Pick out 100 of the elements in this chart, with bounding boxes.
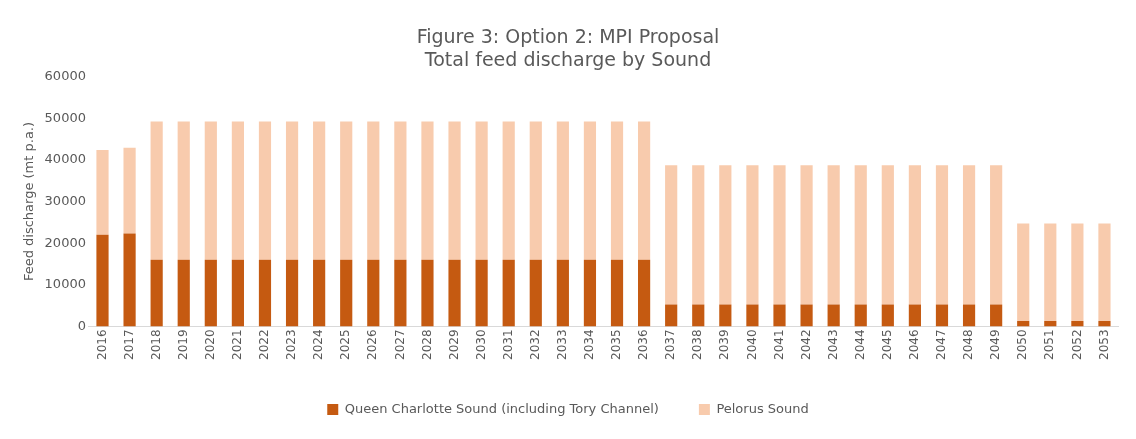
bar <box>475 121 488 260</box>
bar <box>1098 321 1111 327</box>
bar <box>719 165 732 305</box>
y-axis-title: Feed discharge (mt p.a.) <box>21 121 37 282</box>
x-tick-label: 2050 <box>1015 329 1030 361</box>
legend-label: Queen Charlotte Sound (including Tory Channel) <box>344 400 659 416</box>
y-tick-label: 40000 <box>44 151 86 167</box>
bar <box>1071 223 1084 322</box>
bar <box>583 121 597 260</box>
bar <box>854 304 867 327</box>
x-tick-label: 2044 <box>852 329 867 361</box>
x-tick-label: 2035 <box>609 329 624 361</box>
bar <box>367 259 380 327</box>
x-tick-label: 2032 <box>527 329 542 361</box>
bar <box>502 259 515 327</box>
bar <box>881 165 894 305</box>
bar <box>881 304 894 327</box>
bar <box>258 121 272 260</box>
bar <box>990 165 1003 305</box>
bar <box>638 121 651 260</box>
bar <box>367 121 380 260</box>
x-tick-label: 2024 <box>311 329 326 361</box>
bar <box>177 121 190 260</box>
text: Total feed discharge by Sound <box>424 48 712 71</box>
x-tick-label: 2020 <box>202 329 217 361</box>
bar <box>502 121 515 260</box>
bar <box>285 259 299 327</box>
x-tick-label: 2030 <box>473 329 488 361</box>
bar <box>204 121 217 260</box>
bar <box>231 259 244 327</box>
bar <box>340 259 353 327</box>
x-tick-label: 2029 <box>446 329 461 361</box>
bar <box>313 259 326 327</box>
x-tick-label: 2018 <box>148 329 163 361</box>
x-tick-label: 2016 <box>94 329 109 361</box>
x-tick-label: 2025 <box>338 329 353 361</box>
bar <box>1017 321 1030 327</box>
y-tick-label: 60000 <box>44 67 86 83</box>
bar <box>583 259 597 327</box>
bar <box>177 259 190 327</box>
x-tick-label: 2033 <box>554 329 569 361</box>
y-tick-label: 20000 <box>44 234 86 250</box>
x-tick-label: 2028 <box>419 329 434 361</box>
x-tick-label: 2049 <box>988 329 1003 361</box>
x-tick-label: 2045 <box>879 329 894 361</box>
bar <box>854 165 867 305</box>
legend-label: Pelorus Sound <box>716 400 809 416</box>
x-tick-label: 2039 <box>717 329 732 361</box>
x-tick-label: 2052 <box>1069 329 1084 361</box>
bar <box>313 121 326 260</box>
x-tick-label: 2019 <box>175 329 190 361</box>
x-tick-label: 2026 <box>365 329 380 361</box>
x-tick-label: 2048 <box>961 329 976 361</box>
x-tick-label: 2038 <box>690 329 705 361</box>
bar <box>421 259 434 327</box>
bar <box>665 165 678 305</box>
y-tick-label: 50000 <box>44 109 86 125</box>
x-tick-label: 2036 <box>636 329 651 361</box>
bar <box>962 304 976 327</box>
bar <box>800 165 813 305</box>
bar <box>231 121 244 260</box>
bar <box>746 165 759 305</box>
bar <box>665 304 678 327</box>
x-tick-label: 2023 <box>284 329 299 361</box>
x-tick-label: 2043 <box>825 329 840 361</box>
x-tick-label: 2040 <box>744 329 759 361</box>
bar <box>827 304 840 327</box>
x-tick-label: 2041 <box>771 329 786 361</box>
bar <box>1044 321 1057 327</box>
bar <box>475 259 488 327</box>
x-tick-label: 2037 <box>663 329 678 361</box>
text: Figure 3: Option 2: MPI Proposal <box>416 25 720 48</box>
bar <box>719 304 732 327</box>
x-tick-label: 2034 <box>582 329 597 361</box>
bar <box>746 304 759 327</box>
bar <box>123 233 136 327</box>
bar <box>1017 223 1030 322</box>
bar <box>96 149 109 235</box>
bar <box>150 121 163 260</box>
bar <box>285 121 299 260</box>
bar <box>204 259 217 327</box>
bar <box>610 121 624 260</box>
bar <box>1071 321 1084 327</box>
bar <box>150 259 163 327</box>
bar <box>1044 223 1057 322</box>
bar <box>610 259 624 327</box>
bar <box>990 304 1003 327</box>
bar <box>800 304 813 327</box>
x-tick-label: 2046 <box>907 329 922 361</box>
bar <box>962 165 976 305</box>
bar <box>638 259 651 327</box>
bar <box>421 121 434 260</box>
bar <box>692 304 705 327</box>
x-tick-label: 2031 <box>500 329 515 361</box>
bar <box>556 259 569 327</box>
bar <box>773 304 786 327</box>
x-tick-label: 2053 <box>1096 329 1111 361</box>
bar <box>1098 223 1111 322</box>
bar <box>340 121 353 260</box>
bar <box>529 121 542 260</box>
